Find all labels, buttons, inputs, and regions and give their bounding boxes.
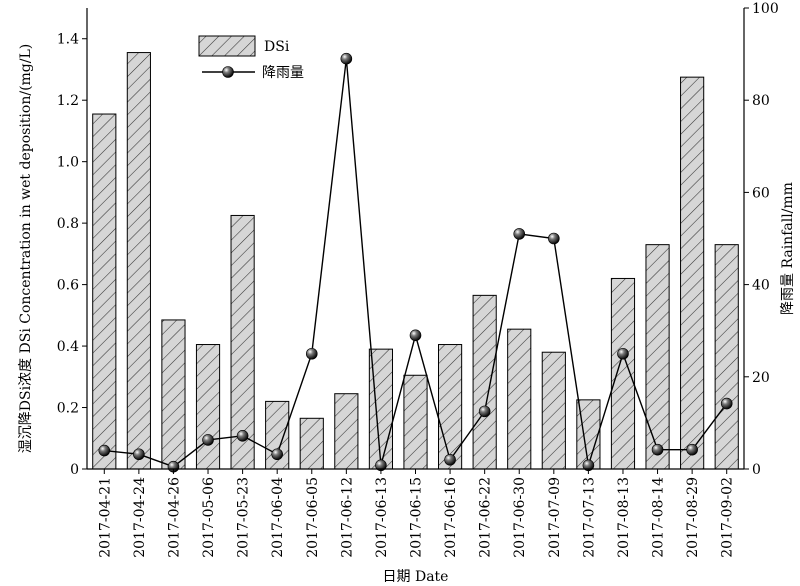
y-right-tick-label: 20 <box>752 370 770 386</box>
bar-2017-04-21 <box>92 113 117 470</box>
bar-2017-08-14 <box>645 244 670 470</box>
x-tick-label-2017-04-26: 2017-04-26 <box>166 477 182 558</box>
rainfall-point-2017-09-02 <box>720 397 733 410</box>
bar-2017-07-09 <box>541 351 566 470</box>
rainfall-point-2017-06-12 <box>340 52 353 65</box>
legend: DSi 降雨量 <box>198 35 304 81</box>
y-right-tick-label: 40 <box>752 278 770 294</box>
y-right-tick-label: 80 <box>752 93 770 109</box>
rainfall-point-2017-08-13 <box>617 347 629 360</box>
rainfall-point-2017-08-14 <box>651 443 664 456</box>
rainfall-point-2017-06-30 <box>513 228 526 240</box>
bar-2017-06-22 <box>472 294 497 470</box>
x-tick-label-2017-06-15: 2017-06-15 <box>409 477 425 558</box>
x-tick-label-2017-05-06: 2017-05-06 <box>201 477 217 558</box>
x-axis-title: 日期 Date <box>383 569 449 585</box>
bar-2017-06-15 <box>403 374 428 470</box>
bar-2017-08-29 <box>680 76 705 470</box>
y-left-tick-label: 1.4 <box>57 32 79 48</box>
y-axis-left-title: 湿沉降DSi浓度 DSi Concentration in wet deposi… <box>18 44 34 453</box>
x-tick-label-2017-06-16: 2017-06-16 <box>443 477 459 558</box>
x-tick-label-2017-07-09: 2017-07-09 <box>547 477 563 558</box>
bar-2017-04-26 <box>161 319 186 470</box>
bar-2017-08-13 <box>610 277 636 470</box>
rainfall-point-2017-07-09 <box>548 232 560 245</box>
x-tick-label-2017-06-30: 2017-06-30 <box>512 477 528 558</box>
y-left-tick-label: 0.8 <box>57 216 79 232</box>
rainfall-point-2017-04-21 <box>98 444 111 457</box>
y-right-tick-label: 60 <box>752 185 770 201</box>
bar-2017-06-05 <box>299 417 324 470</box>
x-tick-label-2017-07-13: 2017-07-13 <box>581 477 597 558</box>
rainfall-point-2017-06-16 <box>444 453 456 466</box>
legend-label-dsi: DSi <box>264 39 290 55</box>
rainfall-point-2017-06-15 <box>409 329 422 342</box>
y-axis-right-title: 降雨量 Rainfall/mm <box>780 182 796 315</box>
dsi-bars <box>92 52 739 470</box>
rainfall-point-2017-08-29 <box>686 443 698 456</box>
legend-swatch-dsi <box>198 35 256 57</box>
bar-2017-09-02 <box>714 244 739 470</box>
x-tick-label-2017-09-02: 2017-09-02 <box>720 477 736 558</box>
rainfall-point-2017-05-06 <box>202 434 214 446</box>
x-tick-label-2017-06-04: 2017-06-04 <box>270 477 286 558</box>
y-left-tick-label: 1.0 <box>57 155 79 171</box>
legend-label-rainfall: 降雨量 <box>262 65 304 81</box>
y-left-tick-label: 0.2 <box>57 401 79 417</box>
rainfall-line <box>98 52 733 473</box>
x-tick-label-2017-05-23: 2017-05-23 <box>236 477 252 558</box>
y-left-tick-label: 0 <box>70 462 79 478</box>
rainfall-point-2017-06-22 <box>478 405 491 418</box>
rainfall-point-2017-06-04 <box>271 448 283 461</box>
bar-2017-05-06 <box>195 344 221 470</box>
y-right-tick-label: 100 <box>752 1 779 17</box>
x-tick-label-2017-08-13: 2017-08-13 <box>616 477 632 558</box>
x-tick-label-2017-04-24: 2017-04-24 <box>132 477 148 558</box>
x-tick-label-2017-08-29: 2017-08-29 <box>685 477 701 558</box>
x-tick-label-2017-06-13: 2017-06-13 <box>374 477 390 558</box>
x-tick-label-2017-06-12: 2017-06-12 <box>339 477 355 558</box>
x-tick-label-2017-04-21: 2017-04-21 <box>97 477 113 558</box>
bar-2017-06-16 <box>437 344 463 470</box>
legend-swatch-rainfall-marker <box>222 66 234 78</box>
rainfall-point-2017-04-24 <box>133 448 145 461</box>
y-right-tick-label: 0 <box>752 462 761 478</box>
x-tick-label-2017-08-14: 2017-08-14 <box>651 477 667 558</box>
rainfall-point-2017-05-23 <box>236 430 249 442</box>
y-left-tick-label: 0.6 <box>57 278 79 294</box>
y-left-tick-label: 1.2 <box>57 93 79 109</box>
bar-2017-04-24 <box>126 52 151 470</box>
x-tick-label-2017-06-05: 2017-06-05 <box>305 477 321 558</box>
rainfall-point-2017-06-05 <box>305 347 318 360</box>
y-left-tick-label: 0.4 <box>57 339 79 355</box>
axes: 0 0.2 0.4 0.6 0.8 1.0 1.2 1.4 0 20 40 60 80 100 2017-0… <box>18 1 796 585</box>
bar-2017-06-30 <box>507 328 532 470</box>
bar-2017-06-12 <box>334 393 359 470</box>
x-tick-label-2017-06-22: 2017-06-22 <box>478 477 494 558</box>
